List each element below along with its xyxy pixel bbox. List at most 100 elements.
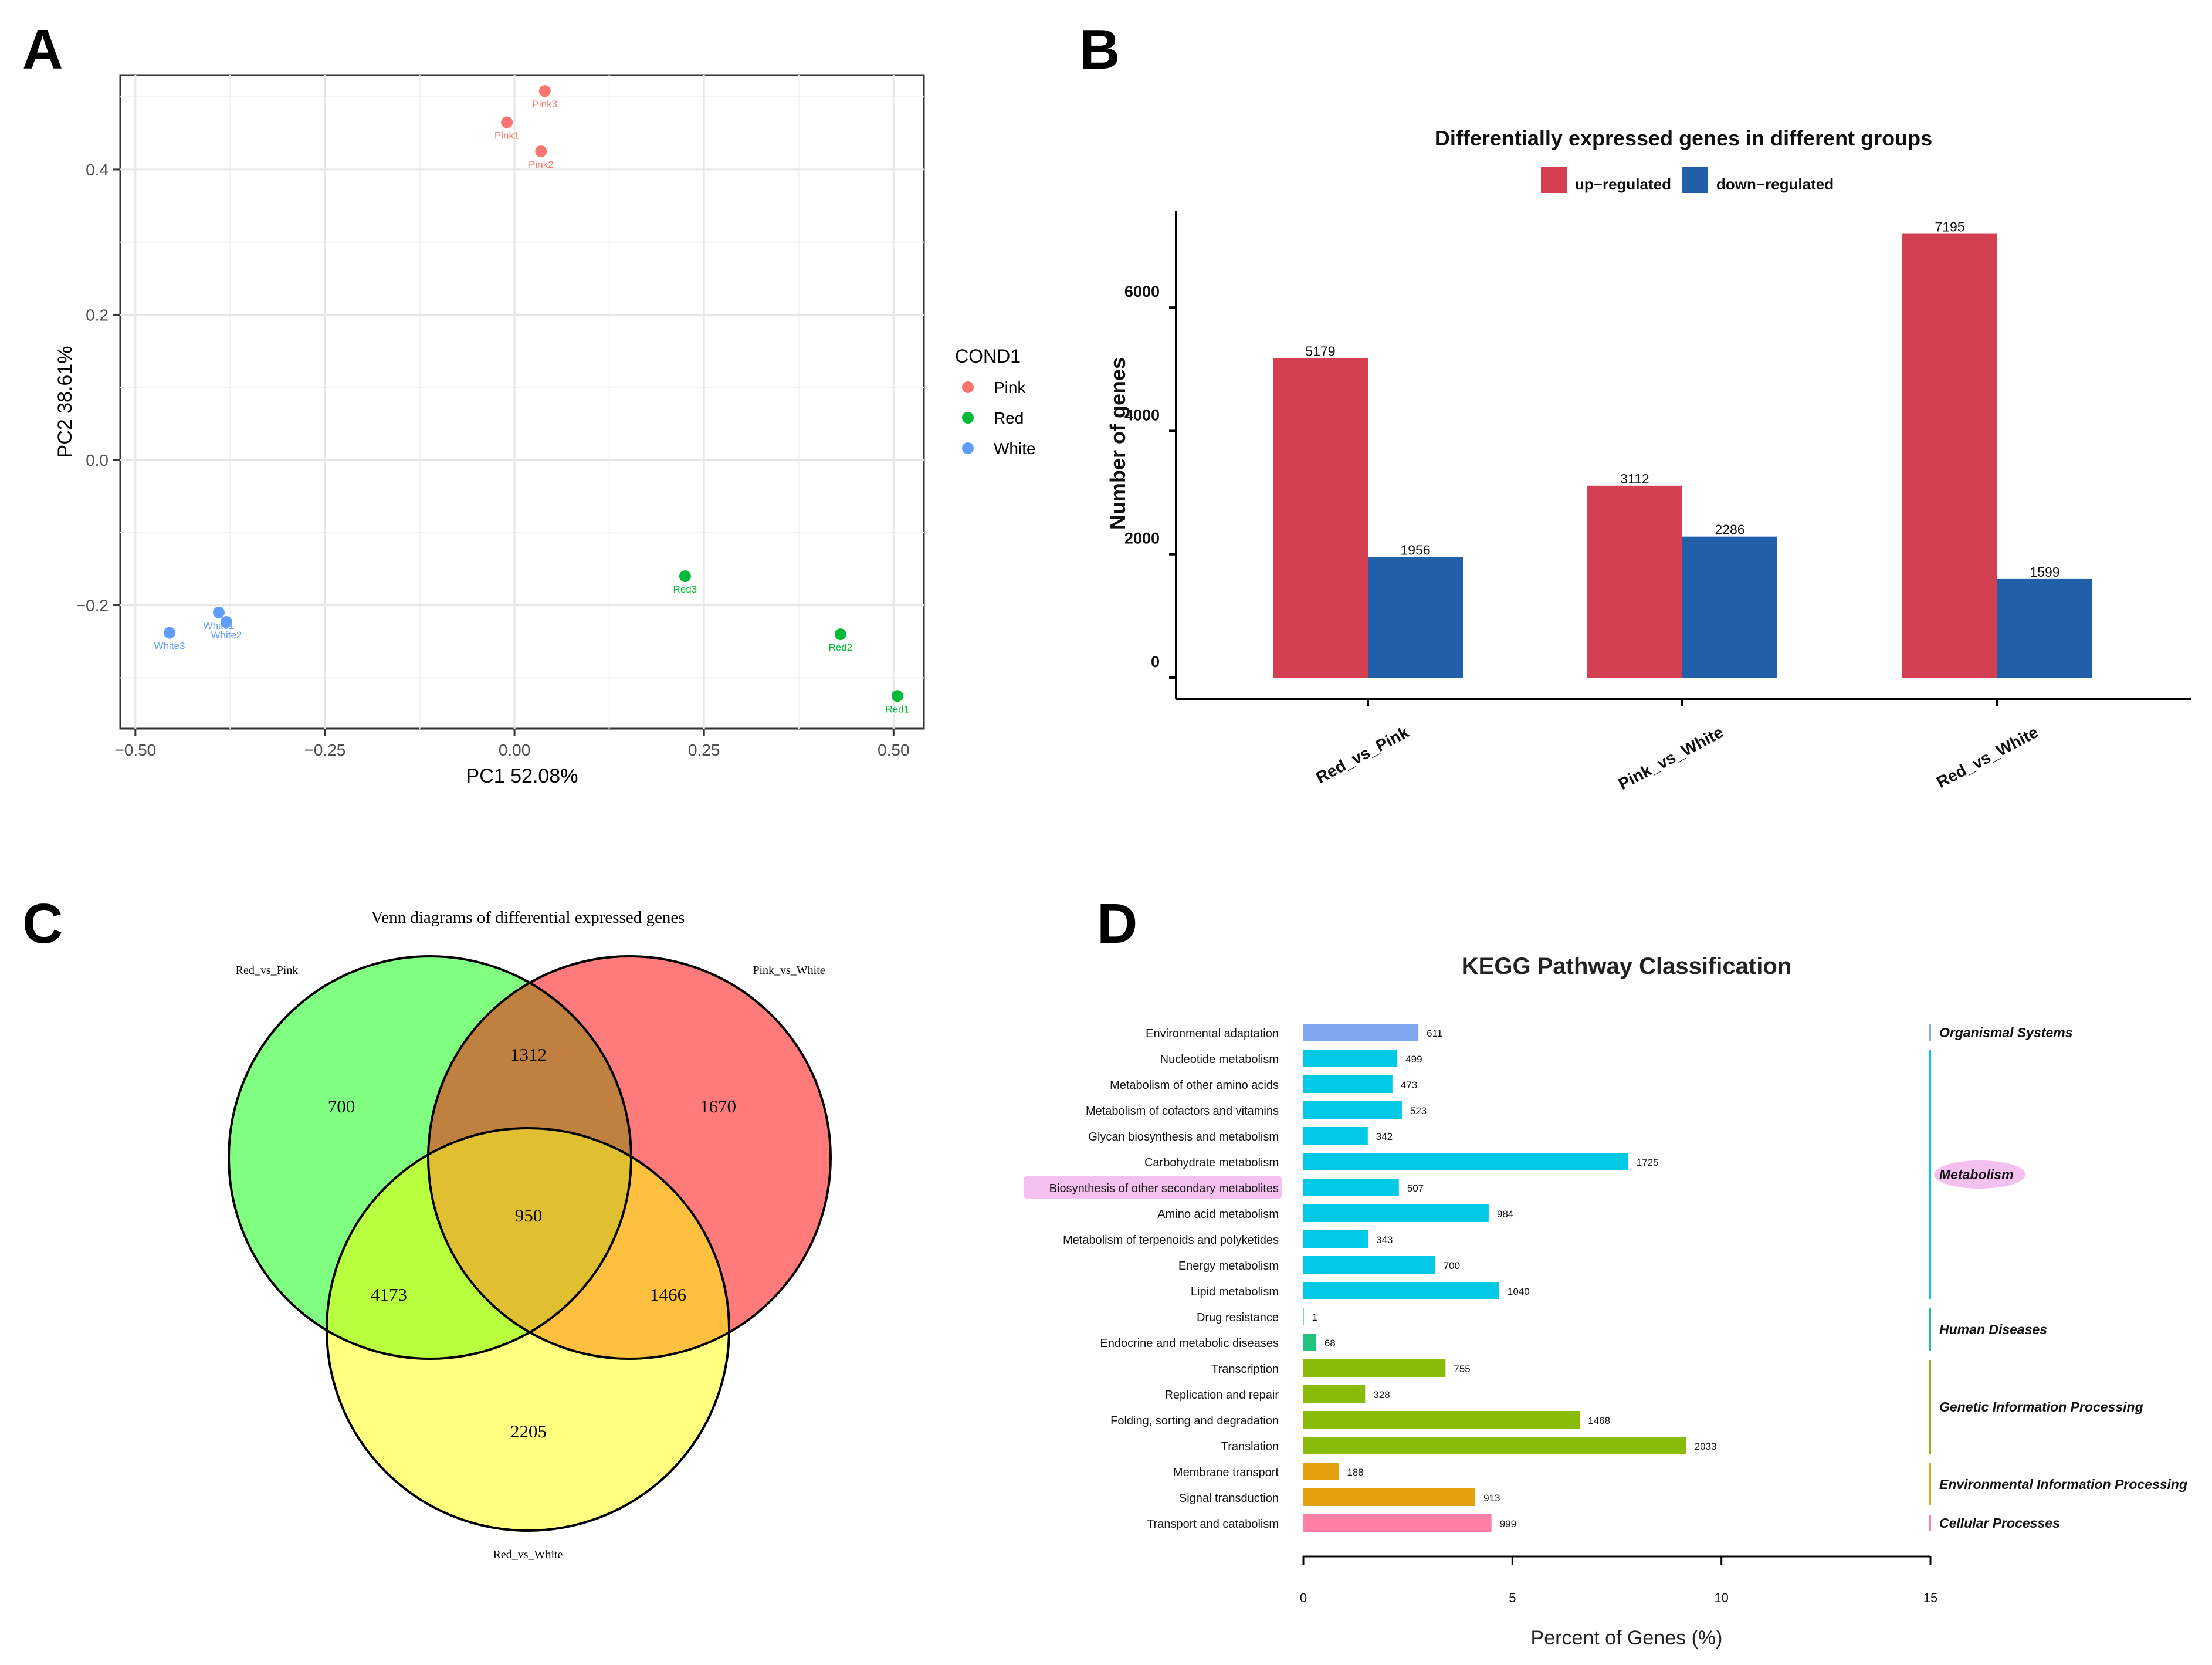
pca-legend-key-white (962, 442, 974, 454)
pca-point-label: White2 (211, 630, 242, 641)
venn-count-a-b: 1312 (510, 1044, 547, 1065)
kegg-bar (1303, 1334, 1316, 1351)
deg-title: Differentially expressed genes in differ… (1435, 126, 1932, 150)
kegg-bar (1303, 1179, 1399, 1196)
kegg-group-label: Genetic Information Processing (1939, 1399, 2143, 1414)
venn-set-label-c: Red_vs_White (493, 1548, 563, 1561)
kegg-category-label: Biosynthesis of other secondary metaboli… (1049, 1182, 1279, 1195)
kegg-category-label: Transcription (1211, 1363, 1279, 1376)
kegg-bar-value: 328 (1373, 1389, 1390, 1400)
pca-x-axis-title: PC1 52.08% (466, 765, 578, 787)
kegg-bar-value: 499 (1405, 1054, 1422, 1065)
deg-legend-label-up: up−regulated (1575, 175, 1671, 193)
kegg-bar (1303, 1282, 1499, 1299)
kegg-category-label: Signal transduction (1179, 1492, 1279, 1505)
kegg-category-label: Metabolism of terpenoids and polyketides (1063, 1234, 1279, 1247)
pca-legend-title: COND1 (955, 346, 1021, 367)
kegg-category-label: Transport and catabolism (1147, 1518, 1279, 1531)
deg-y-tick-label: 6000 (1124, 283, 1160, 300)
kegg-category-label: Nucleotide metabolism (1160, 1053, 1279, 1066)
kegg-bar (1303, 1411, 1580, 1429)
pca-point-label: Red3 (673, 584, 697, 595)
pca-panel-border (119, 74, 925, 730)
pca-x-tick-label: −0.25 (304, 741, 346, 759)
kegg-bar (1303, 1385, 1366, 1403)
deg-y-tick-label: 0 (1151, 653, 1160, 671)
kegg-bar (1303, 1050, 1398, 1067)
kegg-x-tick-label: 5 (1509, 1590, 1516, 1605)
pca-point-white2 (220, 616, 232, 628)
kegg-bar-value: 2033 (1695, 1441, 1717, 1452)
panel-label-d: D (1097, 892, 1138, 955)
kegg-bar-value: 473 (1401, 1079, 1417, 1091)
venn-outline (427, 955, 832, 1360)
venn-count-b-c: 1466 (650, 1284, 686, 1305)
deg-bar-value-label: 7195 (1935, 219, 1964, 235)
kegg-category-label: Translation (1221, 1440, 1279, 1453)
deg-y-tick-label: 4000 (1124, 406, 1160, 424)
deg-bar-value-label: 1956 (1400, 542, 1430, 557)
venn-set-label-a: Red_vs_Pink (236, 964, 299, 977)
kegg-category-label: Glycan biosynthesis and metabolism (1088, 1131, 1279, 1143)
pca-legend-key-pink (962, 381, 974, 393)
kegg-group-label: Human Diseases (1939, 1322, 2047, 1337)
venn-count-a-c: 4173 (371, 1284, 407, 1305)
venn-set-label-b: Pink_vs_White (753, 964, 825, 977)
kegg-bar-value: 188 (1347, 1467, 1363, 1478)
venn-count-only-a: 700 (328, 1096, 355, 1116)
kegg-bar-chart: KEGG Pathway Classification Environmental… (1024, 953, 2187, 1649)
deg-bar-value-label: 5179 (1305, 343, 1335, 358)
pca-x-tick-label: 0.00 (499, 741, 531, 759)
pca-point-pink1 (501, 116, 513, 128)
pca-x-tick-label: −0.50 (114, 741, 156, 759)
deg-x-tick-label: Pink_vs_White (1615, 723, 1726, 793)
pca-point-red3 (679, 570, 691, 583)
deg-bar-pink_vs_white-up (1587, 485, 1682, 678)
kegg-bar-value: 700 (1444, 1260, 1460, 1271)
kegg-bar-value: 999 (1500, 1518, 1516, 1529)
pca-y-tick-label: 0.2 (86, 306, 109, 324)
kegg-bar (1303, 1463, 1339, 1480)
deg-bar-red_vs_pink-down (1368, 557, 1463, 678)
kegg-bar-value: 611 (1427, 1028, 1442, 1039)
deg-y-axis-title: Number of genes (1106, 357, 1130, 530)
kegg-category-label: Carbohydrate metabolism (1144, 1156, 1279, 1169)
venn-count-only-c: 2205 (510, 1421, 547, 1441)
pca-point-label: Pink3 (533, 99, 558, 110)
kegg-bar-value: 342 (1376, 1131, 1393, 1142)
kegg-category-label: Replication and repair (1164, 1389, 1279, 1402)
kegg-bar-value: 1040 (1508, 1286, 1530, 1297)
venn-outline (326, 1127, 730, 1532)
kegg-group-label: Metabolism (1939, 1167, 2014, 1182)
panel-label-b: B (1079, 18, 1120, 81)
venn-title: Venn diagrams of differential expressed … (371, 908, 685, 927)
deg-y-tick-label: 2000 (1124, 530, 1160, 547)
kegg-category-label: Folding, sorting and degradation (1110, 1414, 1279, 1427)
kegg-highlight-box (1024, 1176, 1282, 1199)
kegg-bar (1303, 1308, 1304, 1325)
kegg-bar (1303, 1075, 1393, 1093)
kegg-x-tick-label: 15 (1923, 1590, 1937, 1605)
kegg-x-axis-title: Percent of Genes (%) (1531, 1627, 1723, 1649)
kegg-bar (1303, 1204, 1489, 1222)
kegg-bar-value: 1 (1312, 1312, 1317, 1323)
deg-bar-value-label: 1599 (2030, 564, 2059, 580)
kegg-bar-value: 1725 (1637, 1157, 1659, 1168)
kegg-bar-value: 984 (1497, 1209, 1513, 1220)
kegg-x-tick-label: 0 (1300, 1590, 1307, 1605)
deg-bar-value-label: 3112 (1620, 471, 1649, 486)
pca-legend-label-white: White (994, 439, 1036, 458)
deg-legend-label-down: down−regulated (1716, 175, 1834, 193)
deg-x-tick-label: Red_vs_White (1933, 723, 2041, 791)
kegg-bar (1303, 1230, 1368, 1248)
kegg-bar (1303, 1359, 1446, 1377)
kegg-bar (1303, 1153, 1628, 1170)
kegg-bar-value: 507 (1407, 1183, 1424, 1194)
kegg-bar-value: 755 (1454, 1363, 1470, 1375)
kegg-group-label: Cellular Processes (1939, 1515, 2060, 1531)
pca-legend-label-pink: Pink (994, 378, 1026, 397)
kegg-bar (1303, 1256, 1435, 1274)
kegg-title: KEGG Pathway Classification (1462, 953, 1791, 979)
pca-point-white1 (213, 606, 225, 618)
